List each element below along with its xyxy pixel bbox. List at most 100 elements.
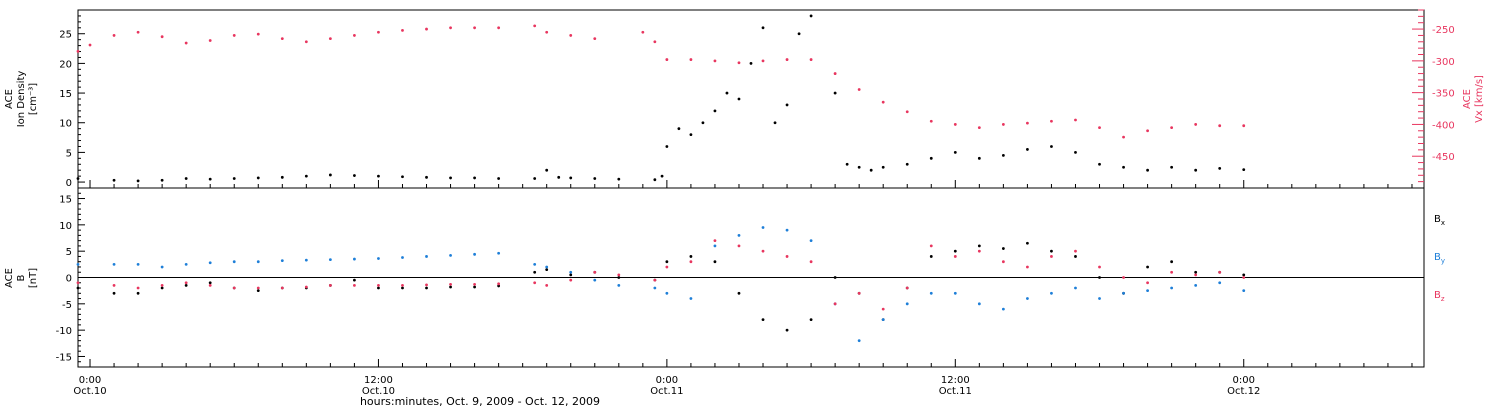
bottom-left-ylabel: ACEB[nT] bbox=[4, 268, 39, 288]
top-right-ylabel-line: ACE bbox=[1462, 89, 1473, 109]
bottom-data-point-Bz bbox=[1050, 255, 1053, 258]
bottom-data-point-Bz bbox=[280, 286, 284, 290]
bottom-data-point-By bbox=[953, 291, 957, 295]
bottom-data-point-Bx bbox=[425, 286, 428, 290]
bottom-data-point-Bz bbox=[377, 283, 380, 287]
bottom-data-point-By bbox=[1050, 291, 1053, 295]
top-data-point-pink bbox=[665, 58, 669, 61]
top-data-point-pink bbox=[1170, 126, 1174, 130]
top-data-point-black bbox=[377, 174, 380, 178]
top-right-tick-label: -350 bbox=[1432, 89, 1455, 100]
top-data-point-pink bbox=[1074, 118, 1077, 122]
top-data-point-pink bbox=[689, 58, 693, 61]
top-data-point-pink bbox=[785, 58, 789, 61]
top-data-point-pink bbox=[569, 34, 573, 37]
top-data-point-black bbox=[557, 175, 561, 179]
bottom-data-point-Bz bbox=[929, 244, 933, 248]
bottom-data-point-By bbox=[136, 262, 140, 266]
bottom-data-point-Bx bbox=[809, 318, 813, 322]
top-right-tick-label: -450 bbox=[1432, 152, 1455, 163]
bottom-data-point-By bbox=[653, 286, 657, 290]
top-right-tick-label: -300 bbox=[1432, 57, 1455, 68]
bottom-data-point-By bbox=[1122, 291, 1125, 295]
bottom-data-point-By bbox=[473, 252, 476, 256]
top-data-point-black bbox=[725, 91, 729, 95]
bottom-data-point-Bx bbox=[1001, 247, 1005, 250]
x-tick-label-date: Oct.11 bbox=[650, 386, 683, 397]
x-tick-label-time: 12:00 bbox=[364, 375, 393, 386]
bottom-data-point-By bbox=[497, 251, 501, 255]
top-data-point-pink bbox=[1001, 123, 1005, 126]
top-data-point-pink bbox=[545, 30, 549, 34]
top-data-point-pink bbox=[653, 40, 657, 44]
bottom-data-point-By bbox=[545, 265, 549, 269]
top-data-point-pink bbox=[833, 72, 837, 75]
bottom-data-point-By bbox=[593, 278, 597, 282]
top-data-point-black bbox=[473, 176, 476, 180]
bottom-data-point-By bbox=[401, 256, 404, 259]
bottom-data-point-Bx bbox=[1242, 273, 1246, 277]
top-data-point-pink bbox=[473, 26, 476, 30]
top-data-point-black bbox=[112, 178, 116, 182]
bottom-data-point-Bz bbox=[881, 307, 885, 311]
top-data-point-black bbox=[653, 178, 657, 182]
top-data-point-black bbox=[533, 177, 537, 180]
bottom-data-point-Bz bbox=[857, 291, 861, 295]
bottom-data-point-Bz bbox=[653, 278, 657, 282]
top-data-point-black bbox=[977, 156, 981, 160]
top-data-point-black bbox=[881, 165, 885, 169]
bottom-data-point-By bbox=[881, 318, 885, 322]
top-data-point-black bbox=[761, 26, 765, 30]
bottom-data-point-Bz bbox=[304, 285, 308, 289]
bottom-data-point-Bz bbox=[533, 281, 537, 285]
bottom-data-point-Bx bbox=[929, 255, 933, 258]
bottom-data-point-Bz bbox=[232, 286, 236, 290]
top-data-point-pink bbox=[112, 34, 116, 37]
top-data-point-black bbox=[773, 121, 777, 125]
top-data-point-black bbox=[1146, 168, 1149, 172]
top-data-point-pink bbox=[425, 27, 428, 31]
legend-label-sub: x bbox=[1441, 219, 1445, 227]
bottom-data-point-Bz bbox=[497, 282, 501, 286]
top-data-point-black bbox=[1001, 153, 1005, 157]
bottom-data-point-Bz bbox=[713, 239, 717, 243]
bottom-data-point-Bz bbox=[208, 283, 212, 287]
bottom-data-point-Bz bbox=[809, 260, 813, 264]
top-panel-frame bbox=[77, 9, 1425, 189]
top-data-point-pink bbox=[353, 34, 356, 37]
x-axis: 0:00Oct.1012:00Oct.100:00Oct.1112:00Oct.… bbox=[73, 180, 1413, 397]
bottom-data-point-Bz bbox=[689, 260, 693, 264]
bottom-data-point-Bx bbox=[1026, 241, 1029, 245]
top-data-point-black bbox=[160, 178, 164, 182]
top-data-point-black bbox=[797, 32, 801, 36]
top-data-point-black bbox=[785, 103, 789, 107]
bottom-left-tick-label: 15 bbox=[59, 195, 72, 206]
bottom-data-point-By bbox=[1001, 307, 1005, 311]
bottom-data-point-Bx bbox=[533, 270, 537, 274]
bottom-left-tick-label: 10 bbox=[59, 221, 72, 232]
bottom-data-point-By bbox=[1026, 297, 1029, 300]
bottom-data-point-By bbox=[533, 262, 537, 266]
legend-label-sub: y bbox=[1441, 257, 1445, 265]
legend-Bz: Bz bbox=[1434, 290, 1445, 303]
bottom-data-point-By bbox=[425, 255, 428, 258]
bottom-data-point-By bbox=[328, 258, 332, 261]
top-data-point-pink bbox=[256, 32, 260, 36]
bottom-data-point-Bz bbox=[617, 273, 621, 277]
bottom-data-point-By bbox=[1242, 289, 1246, 293]
bottom-data-point-By bbox=[713, 244, 717, 248]
top-data-point-black bbox=[953, 151, 957, 154]
bottom-left-tick-label: -15 bbox=[56, 352, 72, 363]
bottom-data-point-By bbox=[617, 283, 621, 287]
top-data-point-pink bbox=[136, 30, 140, 34]
bottom-data-point-Bx bbox=[184, 283, 188, 287]
bottom-data-point-By bbox=[569, 270, 573, 274]
top-data-point-pink bbox=[761, 59, 765, 63]
top-data-point-black bbox=[701, 121, 705, 125]
top-data-point-pink bbox=[1242, 124, 1246, 128]
top-data-point-pink bbox=[377, 30, 380, 34]
bottom-data-point-Bz bbox=[545, 283, 549, 287]
bottom-data-point-By bbox=[977, 302, 981, 306]
